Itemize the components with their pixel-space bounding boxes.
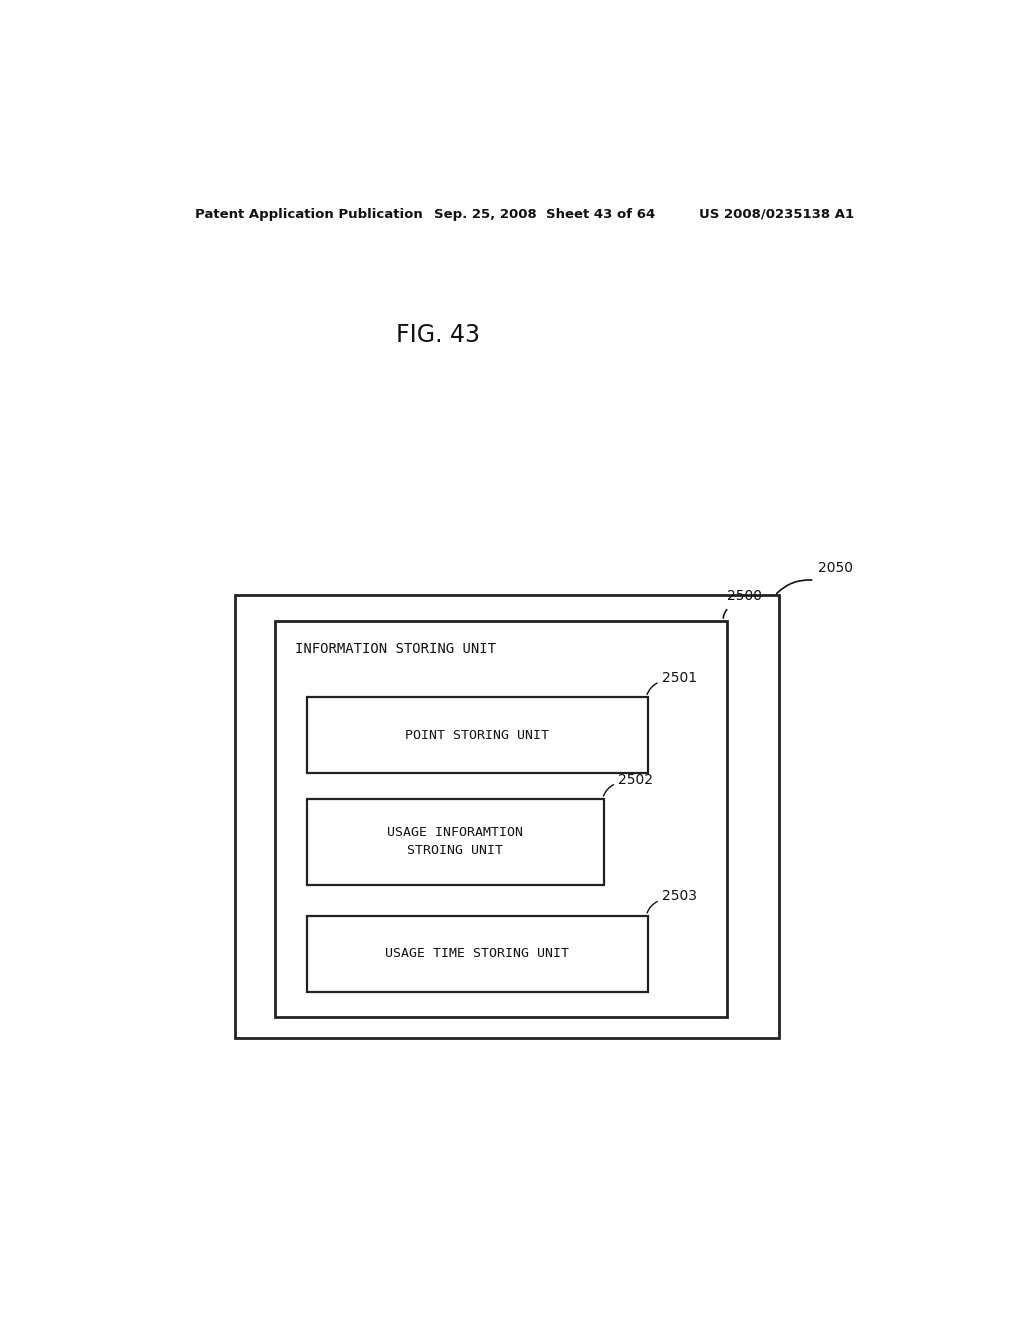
Bar xyxy=(236,595,779,1038)
Text: 2050: 2050 xyxy=(818,561,853,576)
Text: Sep. 25, 2008  Sheet 43 of 64: Sep. 25, 2008 Sheet 43 of 64 xyxy=(433,207,654,220)
Bar xyxy=(306,916,648,991)
Bar xyxy=(274,620,727,1018)
Text: FIG. 43: FIG. 43 xyxy=(395,323,479,347)
Text: US 2008/0235138 A1: US 2008/0235138 A1 xyxy=(699,207,854,220)
Text: 2503: 2503 xyxy=(663,890,697,903)
Text: INFORMATION STORING UNIT: INFORMATION STORING UNIT xyxy=(295,643,496,656)
Bar xyxy=(306,799,604,886)
Text: POINT STORING UNIT: POINT STORING UNIT xyxy=(406,729,549,742)
Text: 2500: 2500 xyxy=(727,589,762,602)
Bar xyxy=(306,697,648,774)
Text: Patent Application Publication: Patent Application Publication xyxy=(196,207,423,220)
Text: 2501: 2501 xyxy=(663,671,697,685)
Text: USAGE INFORAMTION
STROING UNIT: USAGE INFORAMTION STROING UNIT xyxy=(387,826,523,858)
Text: USAGE TIME STORING UNIT: USAGE TIME STORING UNIT xyxy=(385,948,569,960)
Text: 2502: 2502 xyxy=(618,772,653,787)
